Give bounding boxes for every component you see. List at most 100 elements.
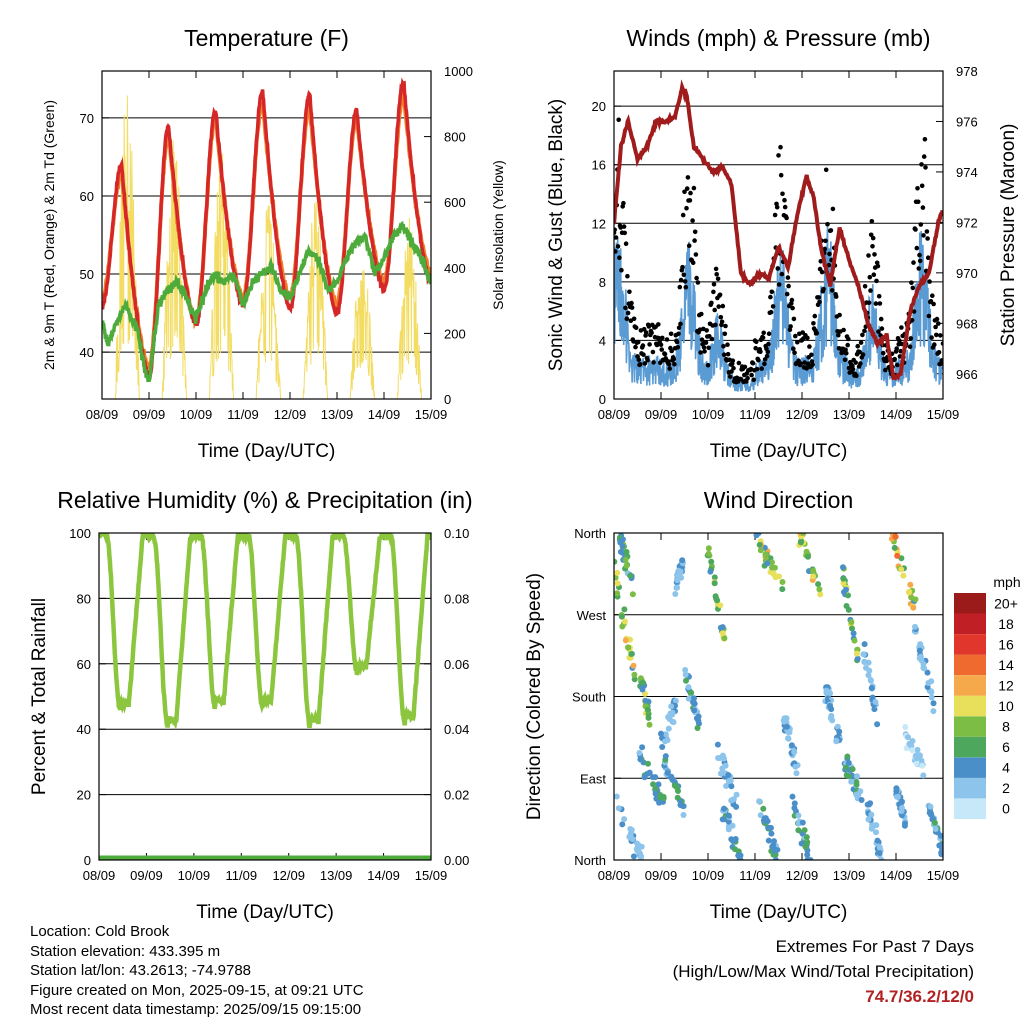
gust-point xyxy=(645,357,650,363)
colorbar-swatch xyxy=(954,593,986,614)
gust-point xyxy=(676,325,682,331)
colorbar-label: 8 xyxy=(1002,719,1010,735)
gust-point xyxy=(686,243,692,248)
gust-point xyxy=(925,255,931,260)
direction-point xyxy=(707,568,714,575)
gust-point xyxy=(764,353,770,359)
x-tick-label: 14/09 xyxy=(880,868,913,883)
gust-point xyxy=(778,144,783,150)
gust-point xyxy=(616,117,621,123)
direction-point xyxy=(695,713,702,720)
direction-point xyxy=(913,755,920,762)
panel-title: Relative Humidity (%) & Precipitation (i… xyxy=(57,487,472,513)
gust-point xyxy=(931,301,936,307)
direction-point xyxy=(669,776,676,783)
direction-point xyxy=(614,793,620,800)
direction-point xyxy=(670,719,677,726)
gust-point xyxy=(765,349,771,355)
direction-point xyxy=(665,725,672,732)
y-tick-label: 60 xyxy=(77,657,91,672)
direction-point xyxy=(802,843,809,850)
direction-point xyxy=(650,781,657,788)
direction-point xyxy=(705,545,712,552)
gust-point xyxy=(821,286,826,292)
direction-point xyxy=(655,781,662,788)
direction-point xyxy=(861,659,868,665)
direction-point xyxy=(772,846,779,853)
x-tick-label: 14/09 xyxy=(368,407,401,422)
direction-point xyxy=(682,671,689,678)
direction-point xyxy=(671,782,678,789)
gust-point xyxy=(660,335,665,341)
gust-point xyxy=(651,360,656,365)
gust-point xyxy=(640,343,646,348)
direction-point xyxy=(649,774,656,781)
direction-point xyxy=(853,791,860,798)
gust-point xyxy=(668,331,674,337)
gust-point xyxy=(736,360,742,366)
gust-point xyxy=(766,331,772,337)
gust-point xyxy=(703,340,709,345)
y2-tick-label: 0.02 xyxy=(444,788,469,803)
gust-point xyxy=(691,185,697,191)
direction-point xyxy=(845,759,852,766)
solar-insolation-line xyxy=(114,95,431,399)
y-axis-label: Percent & Total Rainfall xyxy=(29,598,50,795)
gust-point xyxy=(909,318,915,323)
extremes-title: Extremes For Past 7 Days xyxy=(775,937,974,956)
gust-point xyxy=(721,352,727,358)
direction-point xyxy=(891,544,898,551)
direction-point xyxy=(629,591,636,598)
y-tick-label: 50 xyxy=(80,267,94,282)
direction-point xyxy=(725,812,732,819)
gust-point xyxy=(678,321,683,327)
x-tick-label: 12/09 xyxy=(274,407,307,422)
direction-point xyxy=(864,801,871,808)
gust-point xyxy=(719,319,725,325)
gust-point xyxy=(911,260,916,265)
gust-point xyxy=(880,350,886,356)
gust-point xyxy=(867,274,873,280)
gust-point xyxy=(678,277,684,283)
direction-point xyxy=(771,838,777,845)
direction-point xyxy=(930,700,937,707)
gust-point xyxy=(778,172,784,178)
gust-point xyxy=(680,264,685,270)
direction-point xyxy=(810,567,817,574)
y-tick-label: 100 xyxy=(69,526,91,541)
direction-point xyxy=(618,537,625,544)
colorbar-swatch xyxy=(954,634,986,655)
direction-point xyxy=(685,684,692,691)
direction-point xyxy=(861,641,868,648)
gust-point xyxy=(878,316,884,322)
dir-plot-area xyxy=(614,533,943,860)
gust-point xyxy=(622,230,627,236)
direction-point xyxy=(776,573,782,580)
x-tick-label: 15/09 xyxy=(927,868,960,883)
direction-point xyxy=(753,533,760,539)
recent-timestamp: Most recent data timestamp: 2025/09/15 0… xyxy=(30,1001,362,1019)
y-tick-label: West xyxy=(577,608,607,623)
gust-point xyxy=(754,339,759,345)
direction-point xyxy=(936,842,943,849)
direction-point xyxy=(729,796,736,803)
gust-point xyxy=(649,330,654,336)
direction-point xyxy=(628,651,635,657)
gust-point xyxy=(731,365,736,371)
x-tick-label: 13/09 xyxy=(833,407,866,422)
direction-point xyxy=(711,580,718,587)
gust-point xyxy=(896,342,901,347)
gust-point xyxy=(720,303,726,309)
gust-point xyxy=(917,252,922,258)
gust-point xyxy=(624,316,630,322)
direction-point xyxy=(858,797,865,803)
direction-point xyxy=(908,594,915,601)
gust-point xyxy=(633,325,639,331)
gust-point xyxy=(798,361,803,366)
direction-point xyxy=(719,769,726,776)
direction-point xyxy=(849,625,855,632)
direction-point xyxy=(844,753,851,760)
direction-point xyxy=(785,735,792,742)
rh-plot-area xyxy=(99,533,431,860)
direction-point xyxy=(727,777,734,784)
